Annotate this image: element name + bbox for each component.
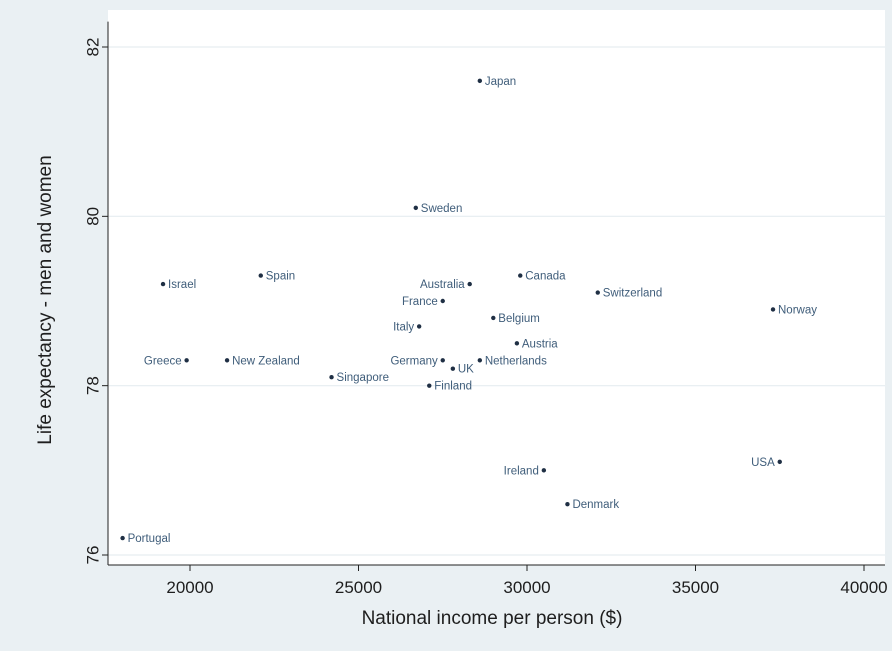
point-label-belgium: Belgium bbox=[498, 313, 540, 325]
data-points: Japan Sweden Israel Spain Australia Canada Fra… bbox=[120, 76, 817, 545]
point-usa bbox=[777, 459, 782, 465]
point-sweden bbox=[413, 205, 418, 211]
plot-area bbox=[108, 10, 885, 565]
point-label-ireland: Ireland bbox=[504, 465, 539, 477]
y-axis-title: Life expectancy - men and women bbox=[35, 155, 56, 444]
point-label-australia: Australia bbox=[420, 279, 465, 291]
point-label-japan: Japan bbox=[485, 76, 516, 88]
point-ireland bbox=[541, 468, 547, 473]
point-japan bbox=[477, 78, 483, 84]
point-label-norway: Norway bbox=[778, 304, 817, 316]
point-label-sweden: Sweden bbox=[421, 203, 463, 215]
point-france bbox=[440, 298, 445, 304]
x-axis-title: National income per person ($) bbox=[362, 608, 623, 629]
point-label-spain: Spain bbox=[266, 271, 295, 283]
x-tick-label-20000: 20000 bbox=[166, 578, 213, 597]
point-israel bbox=[160, 281, 166, 287]
y-tick-label-82: 82 bbox=[84, 38, 103, 57]
point-netherlands bbox=[477, 358, 483, 363]
point-spain bbox=[258, 273, 263, 278]
point-norway bbox=[770, 307, 776, 312]
point-label-greece: Greece bbox=[144, 355, 182, 367]
point-label-germany: Germany bbox=[390, 355, 438, 367]
point-label-netherlands: Netherlands bbox=[485, 355, 547, 367]
point-label-switzerland: Switzerland bbox=[603, 288, 662, 300]
point-switzerland bbox=[595, 290, 600, 295]
point-label-canada: Canada bbox=[525, 271, 566, 283]
point-label-usa: USA bbox=[751, 457, 775, 469]
x-tick-label-25000: 25000 bbox=[335, 578, 382, 597]
point-label-austria: Austria bbox=[522, 338, 558, 350]
point-label-portugal: Portugal bbox=[128, 533, 171, 545]
y-tick-label-78: 78 bbox=[84, 376, 103, 395]
point-finland bbox=[427, 383, 432, 388]
y-tick-label-80: 80 bbox=[84, 207, 103, 226]
x-tick-label-30000: 30000 bbox=[503, 578, 550, 597]
point-canada bbox=[518, 273, 523, 278]
point-denmark bbox=[565, 502, 570, 507]
point-label-israel: Israel bbox=[168, 279, 196, 291]
x-tick-label-35000: 35000 bbox=[672, 578, 719, 597]
point-austria bbox=[514, 341, 520, 346]
point-label-denmark: Denmark bbox=[572, 499, 619, 511]
y-ticks: 76 78 80 82 bbox=[84, 38, 108, 565]
y-tick-label-76: 76 bbox=[84, 546, 103, 565]
x-ticks: 20000 25000 30000 35000 40000 bbox=[166, 565, 888, 597]
point-greece bbox=[184, 358, 189, 363]
x-tick-label-40000: 40000 bbox=[840, 578, 887, 597]
point-australia bbox=[467, 281, 472, 287]
point-uk bbox=[450, 366, 456, 371]
point-label-france: France bbox=[402, 296, 438, 308]
point-portugal bbox=[120, 535, 125, 541]
point-label-finland: Finland bbox=[434, 381, 472, 393]
point-singapore bbox=[329, 375, 334, 380]
point-label-new-zealand: New Zealand bbox=[232, 355, 300, 367]
point-label-singapore: Singapore bbox=[337, 372, 389, 384]
point-belgium bbox=[491, 315, 496, 321]
point-germany bbox=[440, 358, 445, 363]
point-italy bbox=[416, 324, 422, 329]
point-new-zealand bbox=[224, 358, 230, 363]
point-label-italy: Italy bbox=[393, 321, 414, 333]
point-label-uk: UK bbox=[458, 364, 474, 376]
gridlines bbox=[108, 46, 885, 556]
